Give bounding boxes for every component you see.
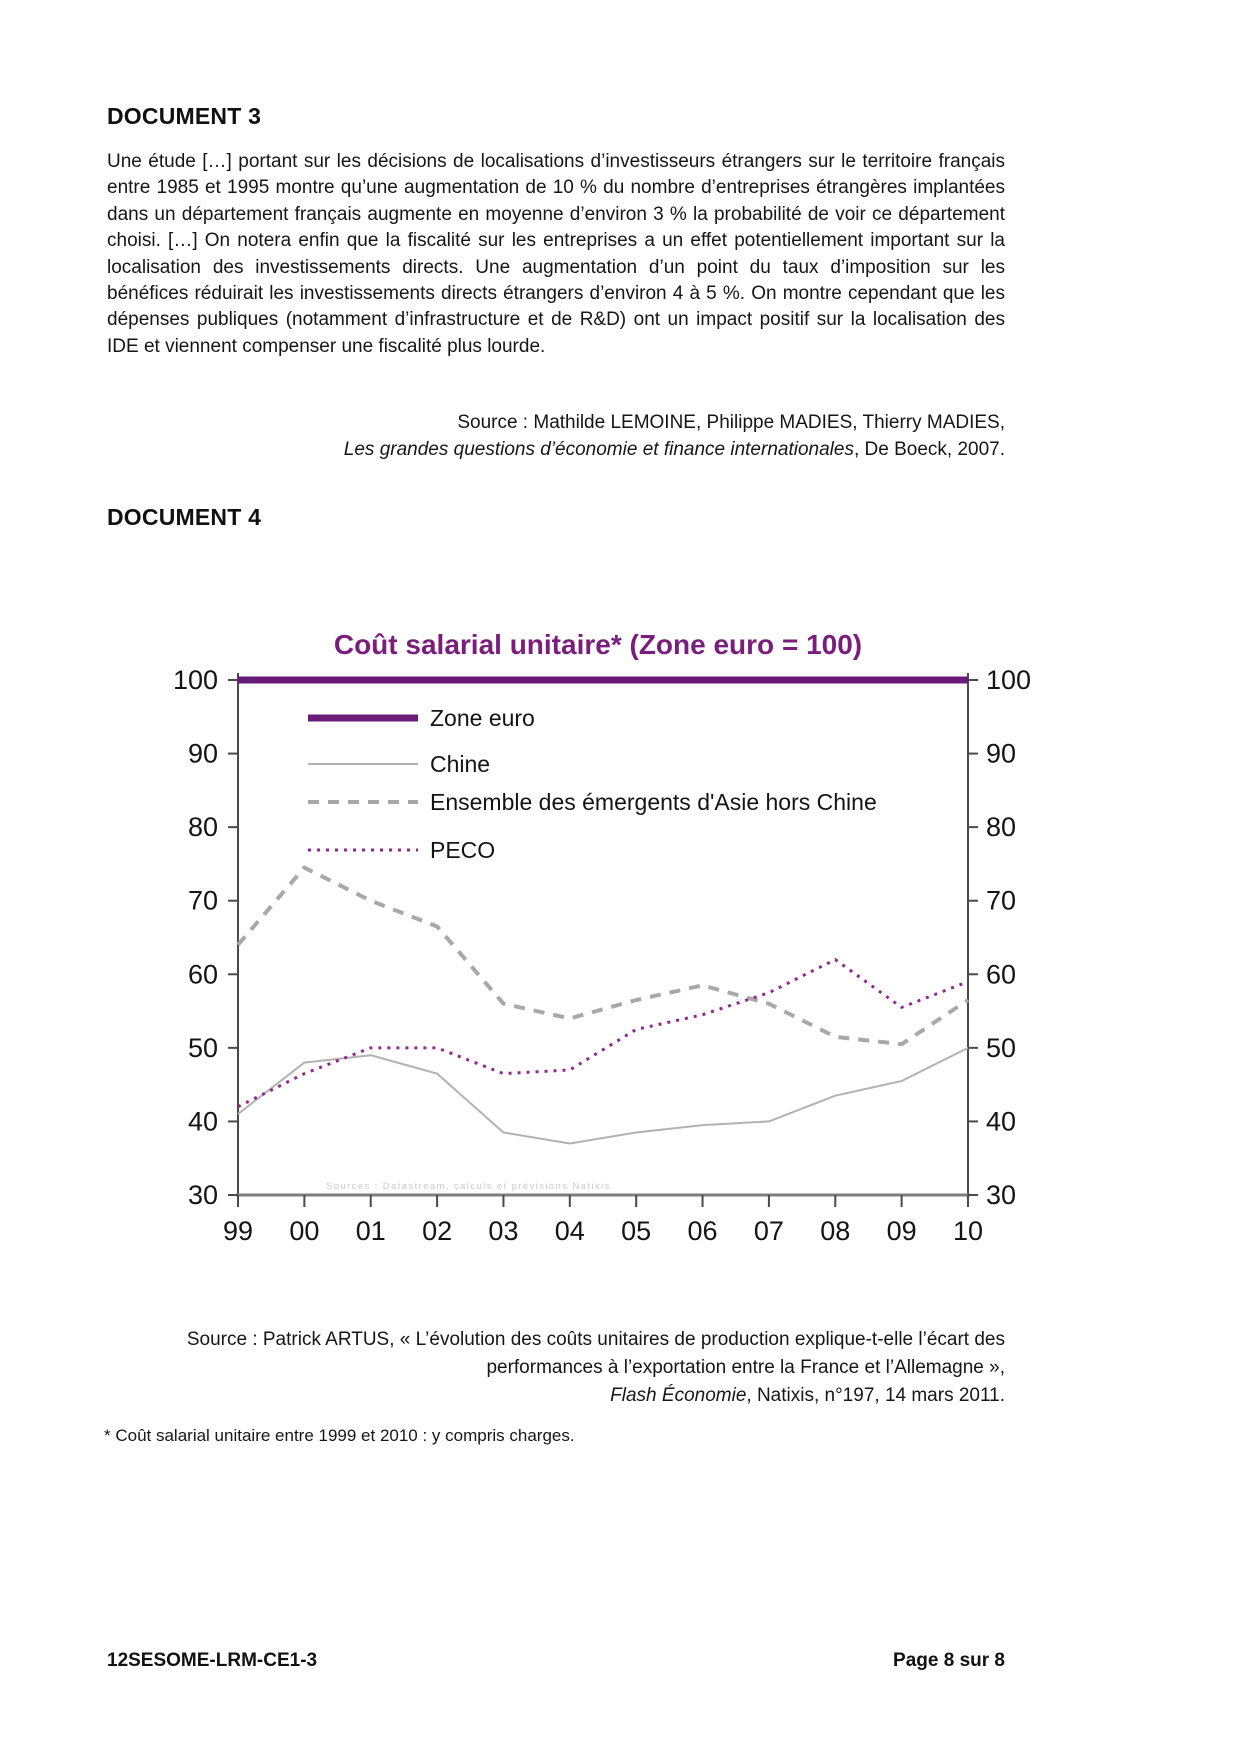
y-tick-label-left: 60 [188, 959, 218, 989]
series-chine [237, 1046, 969, 1145]
chart-axes [236, 673, 970, 1197]
document3-source-line1: Source : Mathilde LEMOINE, Philippe MADI… [457, 412, 1005, 433]
document4-source-title: Flash Économie [610, 1385, 747, 1406]
chart-legend: Zone euro Chine Ensemble des émergents d'A… [308, 705, 877, 863]
x-tick-label: 09 [887, 1216, 917, 1246]
y-tick-label-left: 40 [188, 1106, 218, 1136]
y-tick-label-right: 100 [986, 665, 1031, 695]
document4-source: Source : Patrick ARTUS, « L’évolution de… [107, 1326, 1005, 1410]
y-tick-label-right: 70 [986, 886, 1016, 916]
x-tick-label: 03 [488, 1216, 518, 1246]
y-tick-label-right: 50 [986, 1033, 1016, 1063]
chart-footnote: * Coût salarial unitaire entre 1999 et 2… [104, 1426, 575, 1445]
x-tick-label: 07 [754, 1216, 784, 1246]
chart-faint-source-note: Sources : Datastream, calculs et prévisi… [326, 1181, 611, 1192]
footer-page-number: Page 8 sur 8 [893, 1650, 1005, 1671]
legend-item-ensemble-des-mergents-d-asie-hors-chine: Ensemble des émergents d'Asie hors Chine [308, 789, 877, 815]
document3-heading: DOCUMENT 3 [107, 103, 262, 129]
document3-source-title: Les grandes questions d’économie et fina… [343, 439, 854, 460]
footer-document-code: 12SESOME-LRM-CE1-3 [107, 1650, 318, 1671]
x-tick-label: 01 [356, 1216, 386, 1246]
y-tick-label-left: 30 [188, 1180, 218, 1210]
y-axis-ticks: 30 30 40 40 50 50 60 60 70 70 80 80 90 90 100 100 [173, 665, 1031, 1210]
chart-title: Coût salarial unitaire* (Zone euro = 100… [334, 629, 862, 660]
x-tick-label: 08 [820, 1216, 850, 1246]
document4-source-line3: Flash Économie, Natixis, n°197, 14 mars … [610, 1385, 1005, 1406]
x-tick-label: 10 [953, 1216, 983, 1246]
y-tick-label-right: 30 [986, 1180, 1016, 1210]
y-tick-label-left: 80 [188, 812, 218, 842]
x-tick-label: 04 [555, 1216, 585, 1246]
y-tick-label-right: 60 [986, 959, 1016, 989]
document3-paragraph: Une étude […] portant sur les décisions … [107, 151, 1005, 357]
legend-item-chine: Chine [308, 751, 490, 777]
document3-source-line2: Les grandes questions d’économie et fina… [343, 439, 1005, 460]
series-ensemble-des-mergents-d-asie-hors-chine [236, 865, 970, 1047]
legend-item-zone-euro: Zone euro [308, 705, 535, 731]
legend-label-zone-euro: Zone euro [430, 705, 535, 731]
legend-label-peco: PECO [430, 837, 495, 863]
y-tick-label-left: 70 [188, 886, 218, 916]
legend-item-peco: PECO [308, 837, 495, 863]
x-tick-label: 05 [621, 1216, 651, 1246]
x-axis-ticks: 99 00 01 02 03 04 05 06 07 08 09 10 [223, 1195, 983, 1246]
series-peco [237, 958, 969, 1109]
document4-source-line2: performances à l’exportation entre la Fr… [486, 1357, 1005, 1378]
legend-label-ensemble-des-mergents-d-asie-hors-chine: Ensemble des émergents d'Asie hors Chine [430, 789, 877, 815]
unit-labor-cost-chart: Coût salarial unitaire* (Zone euro = 100… [173, 629, 1031, 1246]
x-tick-label: 99 [223, 1216, 253, 1246]
document3-source: Source : Mathilde LEMOINE, Philippe MADI… [107, 409, 1005, 463]
x-tick-label: 06 [688, 1216, 718, 1246]
y-tick-label-left: 90 [188, 739, 218, 769]
y-tick-label-right: 80 [986, 812, 1016, 842]
y-tick-label-left: 50 [188, 1033, 218, 1063]
document4-source-line1: Source : Patrick ARTUS, « L’évolution de… [186, 1329, 1005, 1350]
y-tick-label-right: 90 [986, 739, 1016, 769]
document4-heading: DOCUMENT 4 [107, 504, 262, 530]
x-tick-label: 02 [422, 1216, 452, 1246]
y-tick-label-left: 100 [173, 665, 218, 695]
x-tick-label: 00 [289, 1216, 319, 1246]
legend-label-chine: Chine [430, 751, 490, 777]
y-tick-label-right: 40 [986, 1106, 1016, 1136]
